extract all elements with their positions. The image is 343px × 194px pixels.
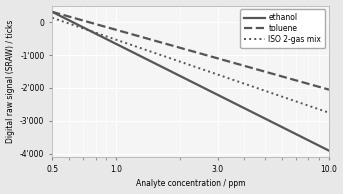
toluene: [160, 42, 164, 44]
ethanol: [140, 56, 144, 58]
Legend: ethanol, toluene, ISO 2-gas mix: ethanol, toluene, ISO 2-gas mix: [240, 9, 325, 48]
toluene: [224, 60, 228, 62]
ethanol: [50, 11, 54, 13]
ISO 2-gas mix: [160, 54, 164, 56]
toluene: [250, 67, 254, 69]
ISO 2-gas mix: [251, 86, 256, 88]
toluene: [251, 67, 256, 70]
ISO 2-gas mix: [83, 28, 87, 30]
toluene: [327, 88, 331, 91]
ISO 2-gas mix: [250, 85, 254, 87]
ISO 2-gas mix: [50, 17, 54, 19]
ethanol: [160, 66, 164, 68]
ISO 2-gas mix: [224, 76, 228, 79]
toluene: [140, 36, 144, 38]
ISO 2-gas mix: [140, 48, 144, 50]
ethanol: [250, 111, 254, 113]
Y-axis label: Digital raw signal (SRAW) / ticks: Digital raw signal (SRAW) / ticks: [5, 20, 14, 143]
ISO 2-gas mix: [327, 112, 331, 114]
X-axis label: Analyte concentration / ppm: Analyte concentration / ppm: [136, 179, 245, 188]
toluene: [83, 20, 87, 22]
ethanol: [224, 98, 228, 100]
ethanol: [327, 150, 331, 152]
Line: ISO 2-gas mix: ISO 2-gas mix: [52, 18, 329, 113]
Line: toluene: toluene: [52, 12, 329, 90]
Line: ethanol: ethanol: [52, 12, 329, 151]
toluene: [50, 11, 54, 13]
ethanol: [251, 112, 256, 114]
ethanol: [83, 27, 87, 30]
